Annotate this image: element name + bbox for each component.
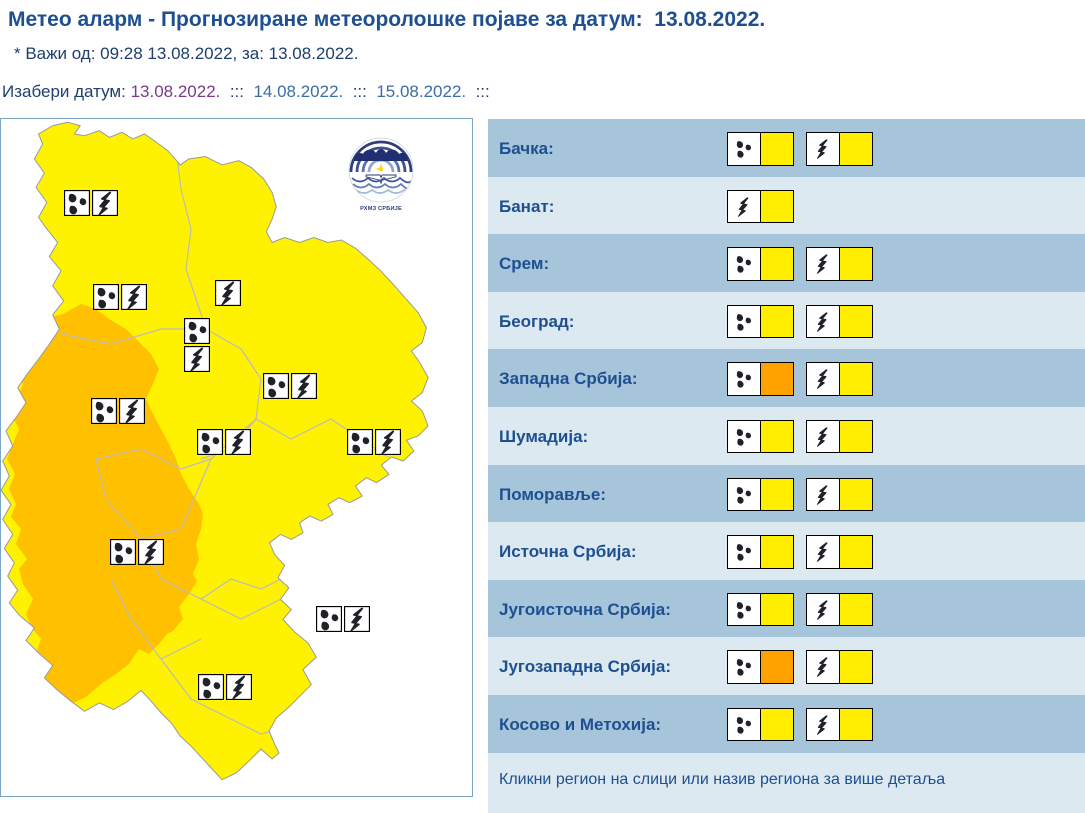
svg-text:РХМЗ СРБИЈЕ: РХМЗ СРБИЈЕ	[360, 206, 402, 212]
